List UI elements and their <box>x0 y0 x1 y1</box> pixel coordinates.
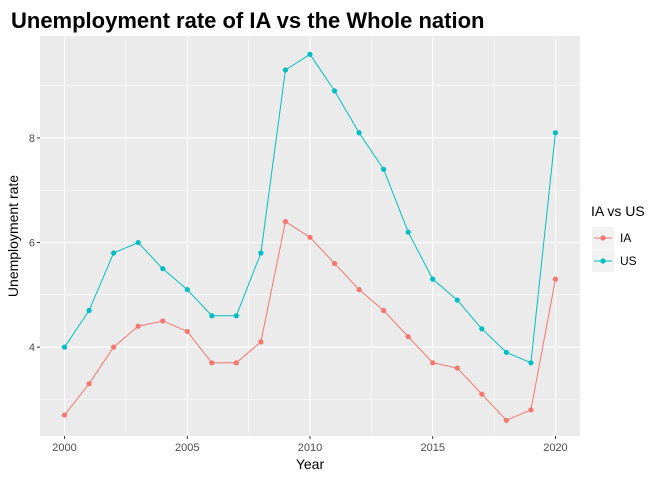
y-axis-title: Unemployment rate <box>5 175 21 297</box>
data-point-us <box>528 360 534 366</box>
data-point-us <box>233 313 239 319</box>
x-tick-label: 2000 <box>52 442 76 454</box>
data-point-us <box>381 166 387 172</box>
legend: IA vs US IA US <box>591 203 645 272</box>
data-point-us <box>135 239 141 246</box>
data-point-us <box>454 297 460 303</box>
data-point-ia <box>479 391 485 397</box>
data-point-us <box>86 307 92 314</box>
data-point-ia <box>331 260 338 267</box>
data-point-ia <box>160 318 166 324</box>
data-point-ia <box>282 219 289 225</box>
data-point-ia <box>405 334 411 340</box>
x-axis: 2000 2005 2010 2015 2020 <box>52 436 568 454</box>
y-tick-label: 4 <box>29 342 35 354</box>
y-tick-label: 6 <box>29 238 35 250</box>
legend-title: IA vs US <box>591 203 645 219</box>
data-point-ia <box>503 417 509 423</box>
legend-key-point-ia <box>600 235 606 241</box>
legend-label-us: US <box>620 254 637 268</box>
legend-key-point-us <box>600 258 606 264</box>
data-point-ia <box>258 339 264 345</box>
y-axis: 4 6 8 <box>29 133 40 354</box>
data-point-ia <box>135 323 141 329</box>
data-point-ia <box>356 286 362 293</box>
series-points <box>61 51 559 423</box>
x-tick-label: 2010 <box>298 442 322 454</box>
data-point-us <box>61 344 68 350</box>
data-point-us <box>503 349 509 355</box>
x-axis-title: Year <box>296 456 325 472</box>
data-point-ia <box>61 412 68 418</box>
data-point-us <box>282 67 289 73</box>
data-point-us <box>184 286 190 293</box>
data-point-us <box>356 130 362 136</box>
y-tick-label: 8 <box>29 133 35 145</box>
data-point-us <box>111 250 117 256</box>
data-point-ia <box>528 407 534 413</box>
data-point-us <box>258 250 264 256</box>
data-point-ia <box>86 381 92 387</box>
data-point-us <box>430 276 436 282</box>
data-point-ia <box>381 307 387 314</box>
legend-label-ia: IA <box>620 231 631 245</box>
data-point-us <box>479 326 485 332</box>
data-point-ia <box>184 328 190 335</box>
data-point-us <box>307 51 313 57</box>
data-point-ia <box>233 360 239 366</box>
x-tick-label: 2020 <box>543 442 567 454</box>
data-point-us <box>209 313 215 319</box>
x-tick-label: 2015 <box>420 442 444 454</box>
data-point-us <box>405 229 411 235</box>
data-point-ia <box>111 344 117 350</box>
x-tick-label: 2005 <box>175 442 199 454</box>
data-point-ia <box>307 234 313 240</box>
data-point-us <box>160 266 166 272</box>
data-point-ia <box>430 360 436 366</box>
data-point-ia <box>454 365 460 371</box>
data-point-ia <box>209 360 215 366</box>
chart-title: Unemployment rate of IA vs the Whole nat… <box>11 8 484 33</box>
data-point-ia <box>552 276 559 282</box>
data-point-us <box>552 130 559 136</box>
data-point-us <box>331 88 338 94</box>
